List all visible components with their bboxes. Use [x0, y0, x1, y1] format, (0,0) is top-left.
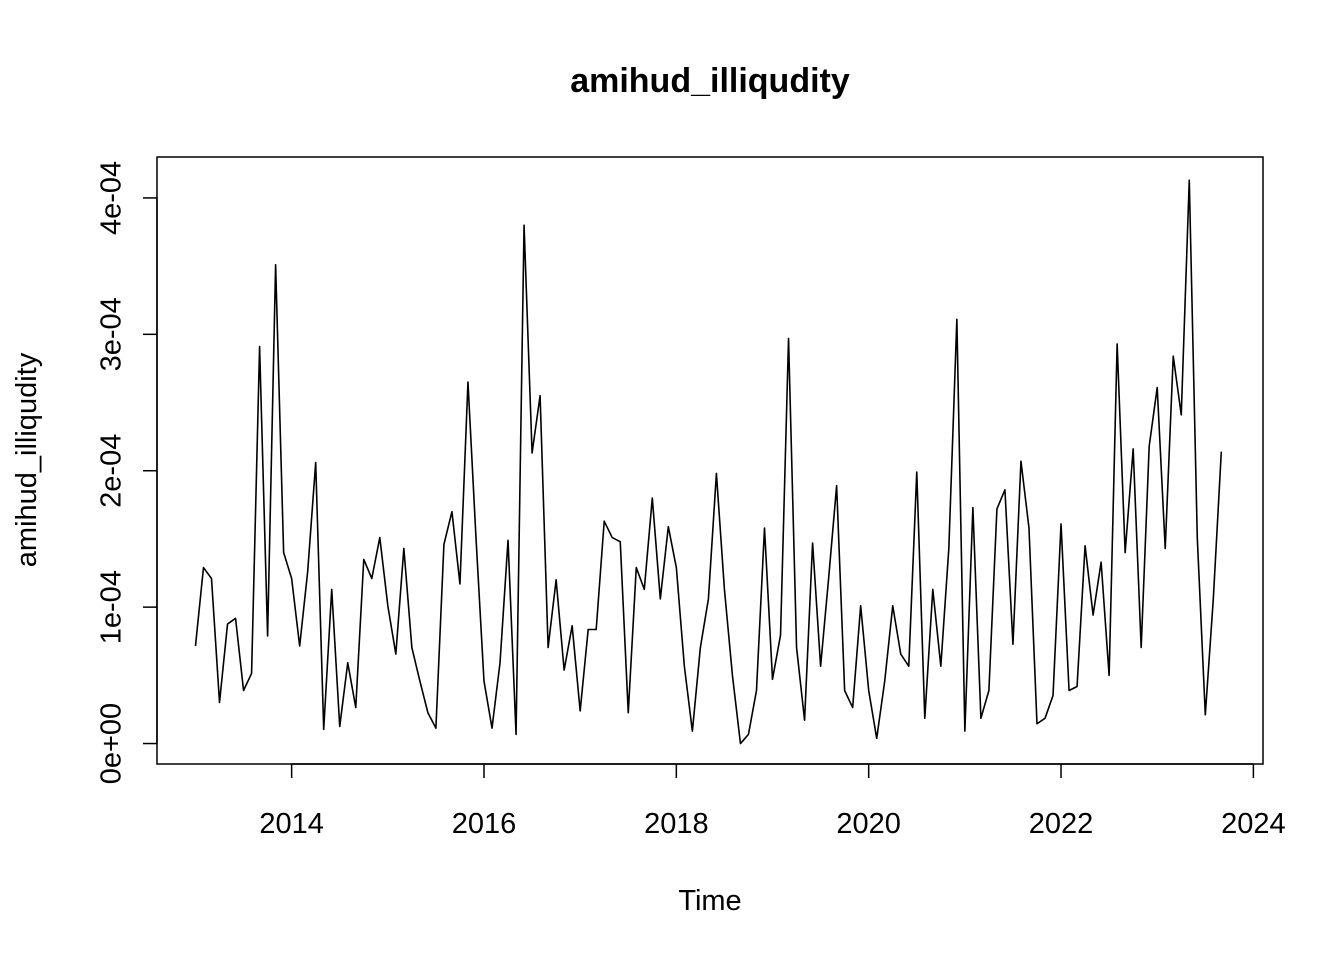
x-tick-label-2016: 2016	[452, 808, 517, 840]
y-axis: 0e+00 1e-04 2e-04 3e-04 4e-04	[96, 161, 158, 784]
x-axis-title: Time	[678, 885, 741, 917]
y-tick-label-3e-04: 3e-04	[96, 297, 128, 371]
x-tick-label-2020: 2020	[836, 808, 901, 840]
series-line-0	[194, 179, 1223, 745]
y-tick-label-1e-04: 1e-04	[96, 570, 128, 644]
series-layer	[194, 179, 1223, 745]
x-tick-label-2024: 2024	[1221, 808, 1286, 840]
x-tick-label-2014: 2014	[259, 808, 324, 840]
x-tick-label-2022: 2022	[1029, 808, 1094, 840]
y-tick-label-4e-04: 4e-04	[96, 161, 128, 235]
y-axis-title: amihud_illiqudity	[11, 352, 43, 567]
y-tick-label-2e-04: 2e-04	[96, 434, 128, 508]
y-tick-label-0e+00: 0e+00	[96, 703, 128, 784]
plot-frame	[156, 156, 1264, 765]
x-tick-label-2018: 2018	[644, 808, 709, 840]
chart-title: amihud_illiqudity	[570, 62, 850, 100]
x-axis: 2014 2016 2018 2020 2022 2024	[259, 763, 1286, 840]
